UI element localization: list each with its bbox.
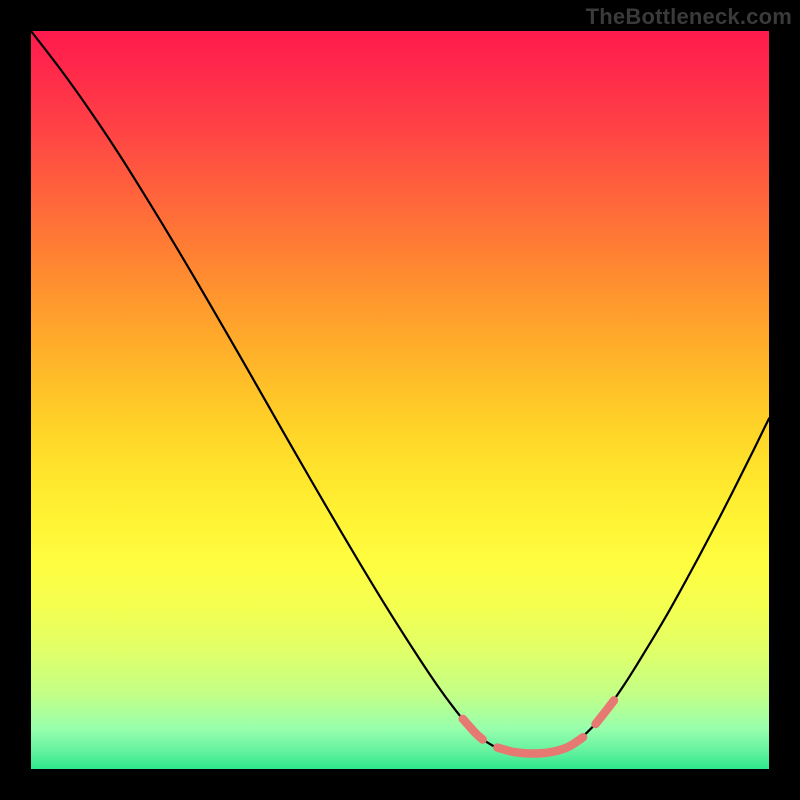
highlight-segment-0 [463,719,483,740]
chart-outer-frame: TheBottleneck.com [0,0,800,800]
watermark-label: TheBottleneck.com [586,4,792,30]
highlight-segment-1 [497,737,583,753]
highlight-segment-2 [596,700,614,724]
curve-layer [31,31,769,769]
bottleneck-curve [31,31,769,754]
plot-area [31,31,769,769]
